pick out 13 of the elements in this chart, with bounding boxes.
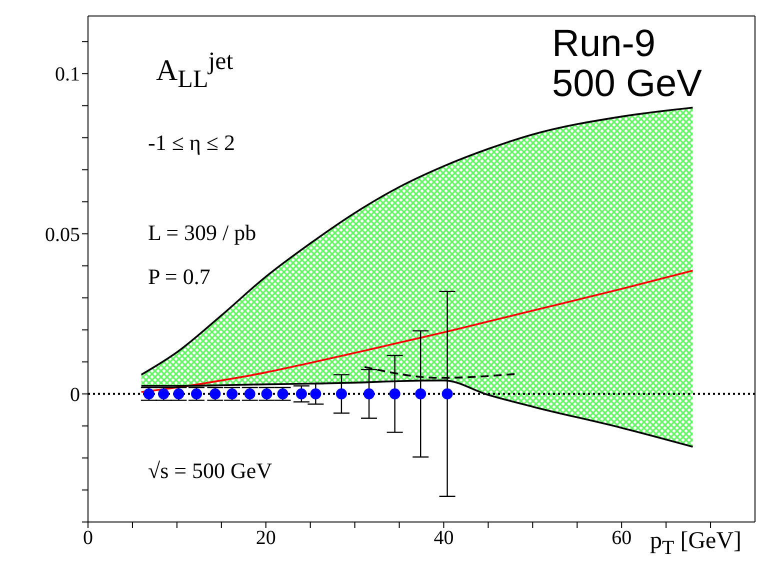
x-tick-label: 60 xyxy=(612,527,632,550)
annotation: √s = 500 GeV xyxy=(148,458,272,484)
x-tick-label: 40 xyxy=(434,527,454,550)
y-tick-label: 0 xyxy=(70,384,80,406)
line-series xyxy=(140,106,694,376)
y-tick-label: 0.1 xyxy=(55,64,80,86)
x-axis-title: p$_{T}$ [GeV] xyxy=(650,528,742,560)
annotation: L = 309 / pb xyxy=(148,220,256,246)
x-tick-label: 20 xyxy=(256,527,276,550)
annotation: -1 ≤ η ≤ 2 xyxy=(148,130,235,156)
annotation: Run-9 500 GeV xyxy=(552,23,702,105)
y-tick-label: 0.05 xyxy=(45,224,80,246)
annotation: P = 0.7 xyxy=(148,264,210,290)
